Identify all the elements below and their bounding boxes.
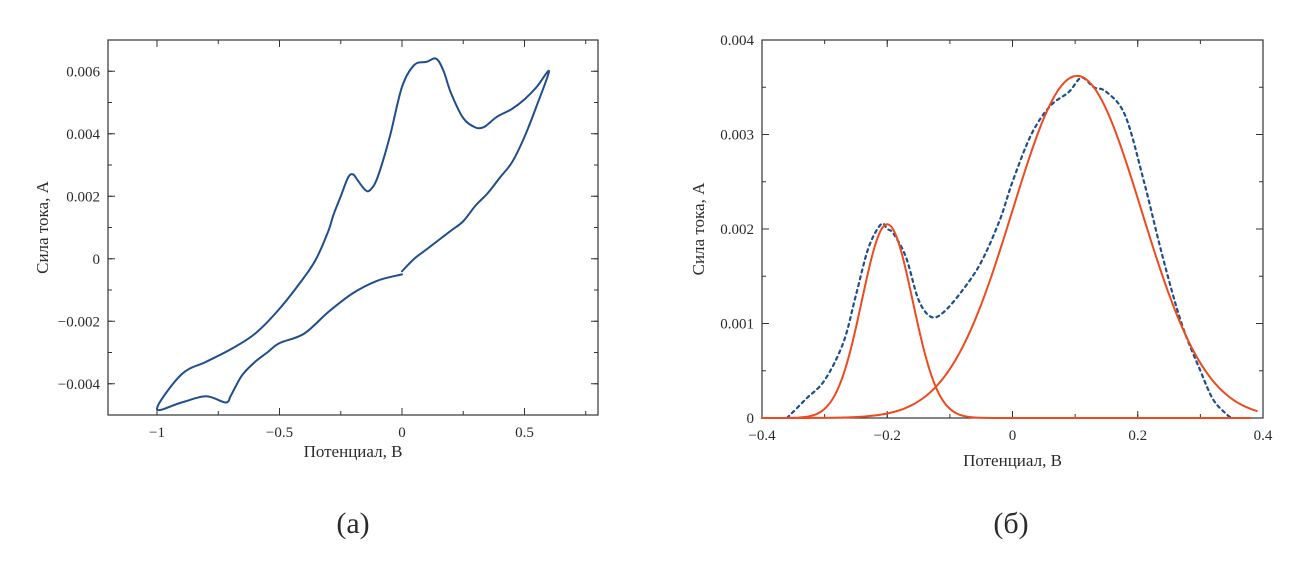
y-tick-label: 0.003 <box>720 128 754 144</box>
x-tick-label: −1 <box>149 425 165 441</box>
x-axis-title: Потенциал, В <box>304 442 403 461</box>
plot-frame <box>107 39 599 416</box>
series-line-3 <box>761 74 1258 419</box>
x-tick-label: −0.5 <box>266 425 293 441</box>
x-tick-label: −0.2 <box>874 428 901 444</box>
y-tick-label: 0.002 <box>66 189 100 205</box>
y-tick-label: 0 <box>747 411 755 427</box>
panel-caption: (а) <box>336 507 369 540</box>
y-tick-label: 0 <box>93 252 101 268</box>
panel-caption: (б) <box>993 507 1028 540</box>
series-line-1 <box>785 76 1233 420</box>
y-axis-title: Сила тока, А <box>33 180 52 273</box>
plot-frame <box>761 39 1264 419</box>
y-axis-title: Сила тока, А <box>689 182 708 275</box>
x-tick-label: 0 <box>1009 428 1017 444</box>
x-tick-label: 0 <box>398 425 406 441</box>
y-tick-label: −0.002 <box>58 314 100 330</box>
y-tick-label: 0.004 <box>66 127 100 143</box>
x-tick-label: 0.5 <box>515 425 534 441</box>
panel-a-chart: −1 −0.5 0 0.5 −0.004 −0.002 0 0.002 0.004 0.006 По… <box>33 39 599 540</box>
x-axis-title: Потенциал, В <box>963 451 1062 470</box>
series-line-2 <box>761 223 1252 419</box>
panel-b-chart: −0.4 −0.2 0 0.2 0.4 0 0.001 0.002 0.003 0.004 Поте… <box>689 33 1273 540</box>
y-tick-label: −0.004 <box>58 377 101 393</box>
x-tick-label: −0.4 <box>748 428 776 444</box>
y-tick-label: 0.002 <box>720 222 754 238</box>
series-line-1 <box>156 57 550 412</box>
y-tick-label: 0.004 <box>720 33 754 49</box>
y-tick-label: 0.001 <box>720 317 754 333</box>
x-tick-label: 0.4 <box>1254 428 1273 444</box>
x-tick-label: 0.2 <box>1128 428 1147 444</box>
y-tick-label: 0.006 <box>66 64 100 80</box>
